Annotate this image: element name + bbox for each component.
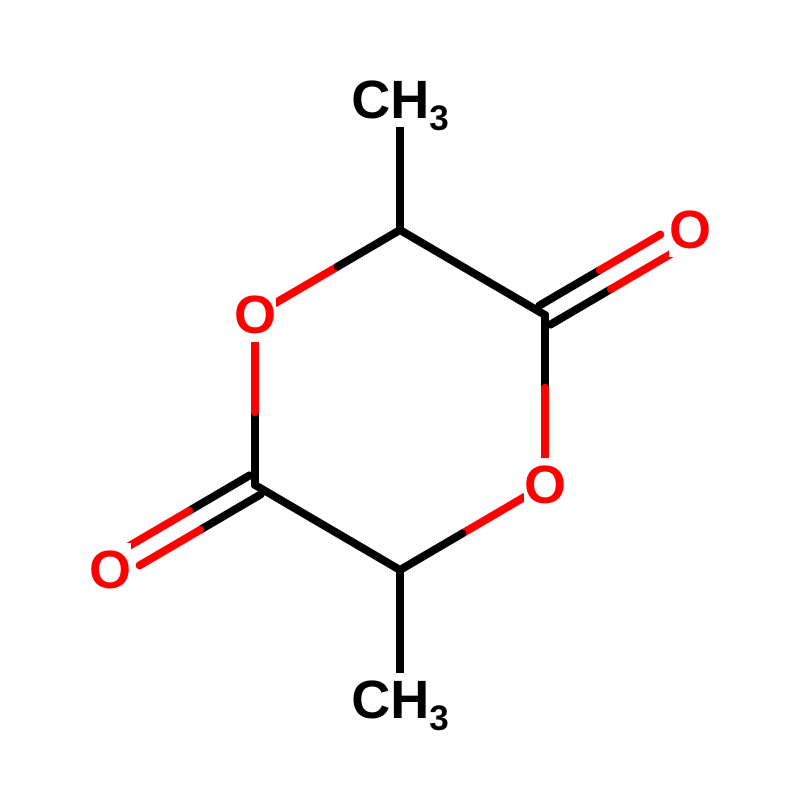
atom-label-o_r_lbl: O [524, 458, 566, 512]
bond-segment [338, 230, 400, 266]
bond-segment [400, 230, 545, 315]
atom-label-o_bl: O [89, 543, 131, 597]
atom-label-o_l_lbl: O [234, 288, 276, 342]
atom-label-botCH3: CH3 [351, 673, 449, 727]
bond-segment [462, 497, 524, 533]
atom-label-topCH3: CH3 [351, 73, 449, 127]
bond-segment [400, 534, 462, 570]
bond-segment [255, 485, 400, 570]
bond-segment [276, 266, 338, 302]
atom-label-o_tr: O [669, 203, 711, 257]
